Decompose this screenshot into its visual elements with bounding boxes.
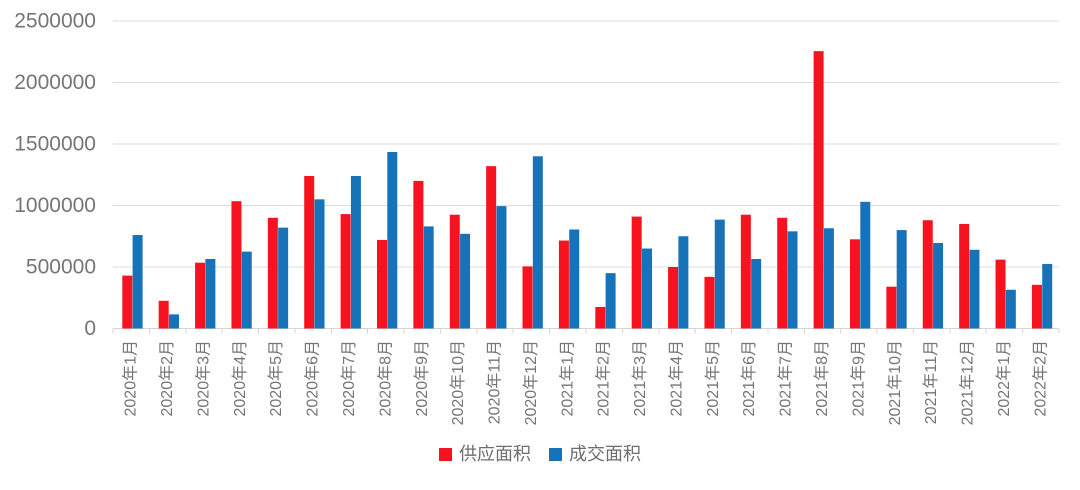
bar-transaction — [423, 226, 434, 329]
bar-transaction — [168, 314, 179, 329]
bar-transaction — [496, 206, 507, 329]
bar-supply — [158, 300, 169, 329]
bar-transaction — [933, 243, 944, 329]
bar-supply — [1031, 284, 1042, 329]
bar-supply — [267, 217, 278, 329]
x-axis-category-label: 2020年7月 — [340, 340, 358, 417]
y-axis-tick-label: 1000000 — [14, 194, 96, 217]
bar-transaction — [605, 273, 616, 329]
bar-transaction — [641, 248, 652, 329]
x-axis-category-label: 2021年4月 — [667, 340, 685, 417]
legend-item-transaction[interactable]: 成交面积 — [549, 445, 641, 463]
x-axis-category-label: 2022年2月 — [1031, 340, 1049, 417]
bar-transaction — [278, 227, 289, 329]
legend-label-transaction: 成交面积 — [569, 444, 641, 464]
bar-supply — [595, 306, 606, 329]
x-axis-category-label: 2021年2月 — [595, 340, 613, 417]
bar-supply — [668, 267, 679, 329]
bar-transaction — [1005, 289, 1016, 329]
x-axis-category-label: 2020年12月 — [522, 340, 540, 425]
x-axis-category-label: 2020年2月 — [158, 340, 176, 417]
bar-supply — [122, 275, 133, 329]
x-axis-category-label: 2020年11月 — [486, 340, 504, 424]
bar-supply — [449, 214, 460, 329]
bar-transaction — [314, 199, 325, 329]
bar-supply — [340, 214, 351, 329]
bar-transaction — [569, 229, 580, 329]
bar-transaction — [241, 251, 252, 329]
bar-supply — [704, 276, 715, 329]
y-axis-tick-label: 1500000 — [14, 133, 96, 156]
bar-transaction — [823, 228, 834, 329]
x-axis-category-label: 2020年6月 — [304, 340, 322, 417]
x-axis-category-label: 2020年4月 — [231, 340, 249, 417]
bar-supply — [777, 217, 788, 329]
bar-transaction — [350, 175, 361, 329]
bar-transaction — [860, 201, 871, 329]
x-axis-category-label: 2020年3月 — [194, 340, 212, 417]
legend-swatch-transaction — [549, 447, 562, 461]
bar-supply — [849, 239, 860, 329]
bar-transaction — [132, 235, 143, 329]
x-axis-category-label: 2020年5月 — [267, 340, 285, 417]
bar-transaction — [205, 259, 216, 329]
bar-supply — [740, 214, 751, 329]
bar-transaction — [787, 231, 798, 329]
x-axis-category-label: 2021年3月 — [631, 340, 649, 417]
bar-transaction — [460, 233, 471, 329]
legend-label-supply: 供应面积 — [459, 444, 531, 464]
x-axis-category-label: 2021年9月 — [849, 340, 867, 417]
y-axis-tick-label: 2000000 — [14, 71, 96, 94]
legend-swatch-supply — [439, 447, 452, 461]
x-axis-category-label: 2021年11月 — [922, 340, 940, 424]
x-axis-category-label: 2021年7月 — [777, 340, 795, 417]
legend-item-supply[interactable]: 供应面积 — [439, 445, 531, 463]
bar-supply — [376, 239, 387, 329]
bar-supply — [631, 216, 642, 329]
bar-supply — [558, 240, 569, 329]
bar-supply — [922, 220, 933, 329]
x-axis-category-label: 2020年9月 — [413, 340, 431, 417]
bar-supply — [231, 201, 242, 329]
x-axis-category-label: 2021年8月 — [813, 340, 831, 417]
bar-supply — [959, 223, 970, 329]
bar-transaction — [387, 151, 398, 329]
x-axis-category-label: 2020年10月 — [449, 340, 467, 425]
bar-supply — [304, 175, 315, 329]
bar-supply — [995, 259, 1006, 329]
chart-legend: 供应面积 成交面积 — [0, 445, 1080, 463]
x-axis-category-label: 2021年6月 — [740, 340, 758, 417]
x-axis-category-label: 2020年1月 — [122, 340, 140, 417]
bar-supply — [813, 51, 824, 329]
bar-transaction — [751, 259, 762, 329]
y-axis-tick-label: 500000 — [26, 256, 96, 279]
bar-supply — [486, 166, 497, 329]
bar-supply — [413, 180, 424, 329]
bar-transaction — [1042, 263, 1053, 329]
bar-transaction — [678, 236, 689, 329]
bar-transaction — [714, 219, 725, 329]
bar-transaction — [896, 230, 907, 329]
bar-supply — [195, 262, 206, 329]
x-axis-category-label: 2020年8月 — [376, 340, 394, 417]
bar-transaction — [532, 156, 543, 329]
y-axis-tick-label: 0 — [84, 317, 96, 340]
bar-supply — [522, 266, 533, 329]
x-axis-category-label: 2021年12月 — [959, 340, 977, 425]
x-axis-category-label: 2022年1月 — [995, 340, 1013, 417]
x-axis-category-label: 2021年10月 — [886, 340, 904, 425]
x-axis-category-label: 2021年5月 — [704, 340, 722, 417]
x-axis-category-label: 2021年1月 — [558, 340, 576, 417]
bar-supply — [886, 286, 897, 329]
bar-transaction — [969, 249, 980, 329]
y-axis-tick-label: 2500000 — [14, 10, 96, 33]
